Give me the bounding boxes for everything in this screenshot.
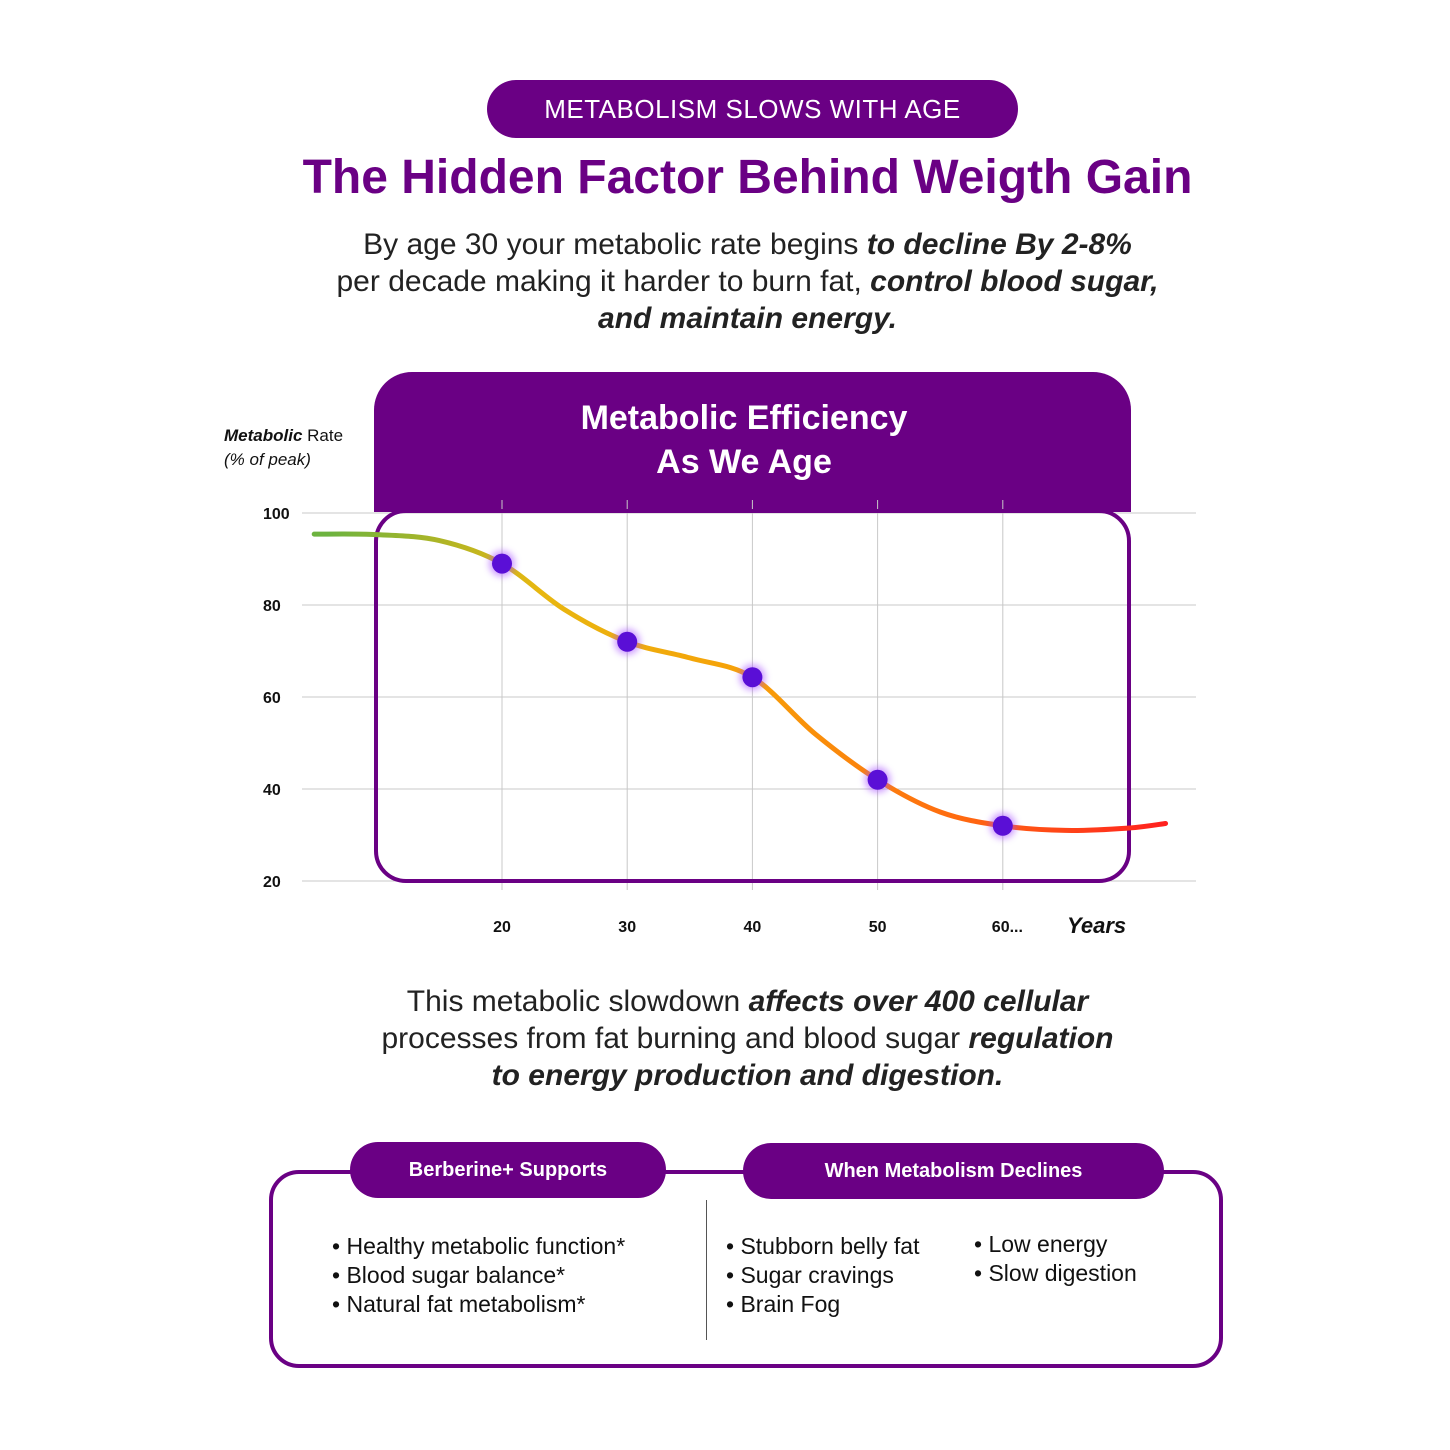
intro-emphasis-1: to decline By 2-8% (866, 228, 1132, 261)
y-tick-label: 100 (263, 506, 290, 523)
declines-tab: When Metabolism Declines (743, 1143, 1164, 1199)
intro-text-1: By age 30 your metabolic rate begins (363, 228, 867, 261)
metabolic-rate-line (311, 531, 1169, 833)
data-point (617, 631, 638, 652)
section-pill: METABOLISM SLOWS WITH AGE (487, 80, 1018, 138)
y-axis-label-sub: (% of peak) (224, 450, 311, 469)
chart-frame (374, 509, 1131, 883)
intro-text-2: per decade making it harder to burn fat, (336, 265, 871, 298)
x-axis-label: Years (1067, 913, 1126, 938)
supports-tab: Berberine+ Supports (350, 1142, 666, 1198)
chart-header (374, 372, 1131, 512)
chart-title: Metabolic Efficiency As We Age (374, 396, 1114, 484)
list-item: Brain Fog (726, 1290, 919, 1319)
x-tick-label: 30 (618, 919, 636, 936)
list-item: Low energy (974, 1230, 1137, 1259)
list-item: Slow digestion (974, 1259, 1136, 1288)
outro-paragraph: This metabolic slowdown affects over 400… (240, 983, 1255, 1094)
list-item: Healthy metabolic function* (332, 1232, 625, 1261)
intro-emphasis-2: control blood sugar, (870, 265, 1159, 298)
y-axis-label: Metabolic Rate (% of peak) (224, 424, 343, 472)
page-title: The Hidden Factor Behind Weigth Gain (302, 151, 1193, 204)
outro-text-2: processes from fat burning and blood sug… (381, 1022, 969, 1055)
y-tick-label: 40 (263, 782, 281, 799)
y-tick-label: 20 (263, 874, 281, 891)
y-axis-label-rest: Rate (302, 426, 344, 445)
list-item: Natural fat metabolism* (332, 1290, 625, 1319)
outro-emphasis-1: affects over 400 cellular (748, 985, 1089, 1018)
y-tick-label: 60 (263, 690, 281, 707)
y-axis-label-bold: Metabolic (224, 426, 303, 445)
list-item: Blood sugar balance* (332, 1261, 625, 1290)
chart-title-line-1: Metabolic Efficiency (580, 399, 908, 437)
outro-emphasis-2: regulation (968, 1022, 1114, 1055)
chart-title-line-2: As We Age (656, 443, 832, 481)
supports-list: Healthy metabolic function* Blood sugar … (332, 1232, 625, 1319)
column-divider (706, 1200, 707, 1340)
x-tick-label: 40 (744, 919, 762, 936)
x-tick-label: 20 (493, 919, 511, 936)
declines-list-1: Stubborn belly fat Sugar cravings Brain … (726, 1232, 919, 1319)
declines-list-2: Low energy Slow digestion (974, 1230, 1137, 1288)
x-tick-label: 50 (869, 919, 887, 936)
list-item: Sugar cravings (726, 1261, 919, 1290)
outro-emphasis-3: to energy production and digestion. (491, 1059, 1004, 1092)
x-tick-label: 60... (992, 919, 1023, 936)
intro-emphasis-3: and maintain energy. (598, 302, 897, 335)
outro-text-1: This metabolic slowdown (406, 985, 749, 1018)
data-point (492, 553, 512, 574)
list-item: Stubborn belly fat (726, 1232, 919, 1261)
y-tick-label: 80 (263, 598, 281, 615)
data-point (867, 769, 888, 790)
intro-paragraph: By age 30 your metabolic rate begins to … (200, 226, 1295, 337)
data-point (992, 815, 1013, 836)
data-point (742, 667, 763, 688)
